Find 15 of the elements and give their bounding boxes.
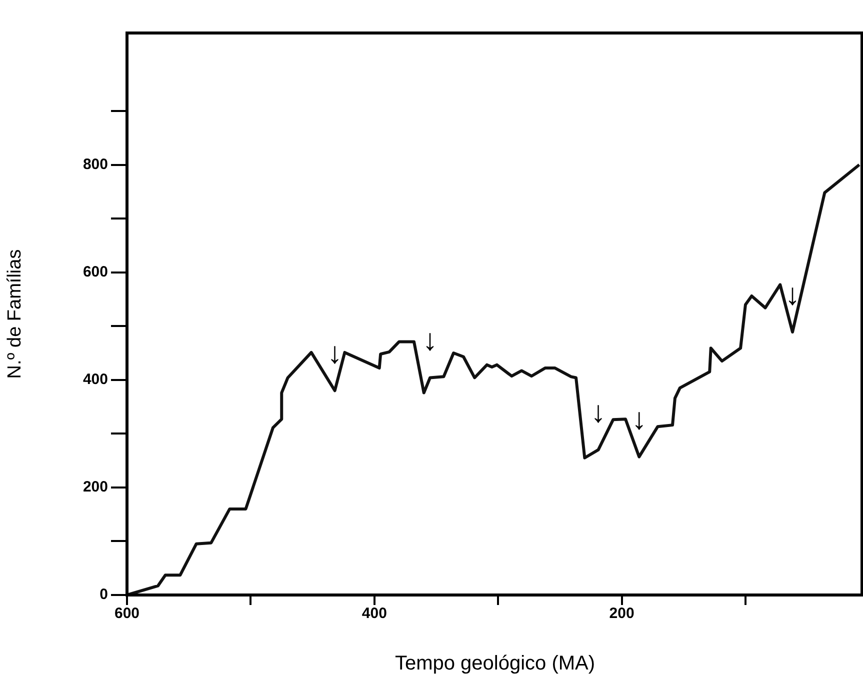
y-tick-label: 600 [82, 263, 108, 280]
x-tick-label: 400 [362, 605, 387, 622]
y-tick-label: 800 [82, 156, 108, 173]
annotation: ↓ [590, 396, 606, 430]
annotation: ↓ [422, 324, 438, 357]
annotation: ↓ [784, 278, 800, 312]
y-tick-label: 200 [82, 478, 108, 496]
annotation: ↓ [327, 336, 342, 370]
y-tick-label: 0 [100, 586, 108, 604]
y-tick-label: 400 [82, 371, 108, 388]
annotation: ↓ [632, 403, 647, 436]
y-axis-title: N.º de Famílias [4, 249, 26, 379]
x-axis-title: Tempo geológico (MA) [394, 652, 596, 675]
x-tick-label: 200 [609, 605, 634, 622]
x-tick-label: 600 [114, 605, 140, 622]
